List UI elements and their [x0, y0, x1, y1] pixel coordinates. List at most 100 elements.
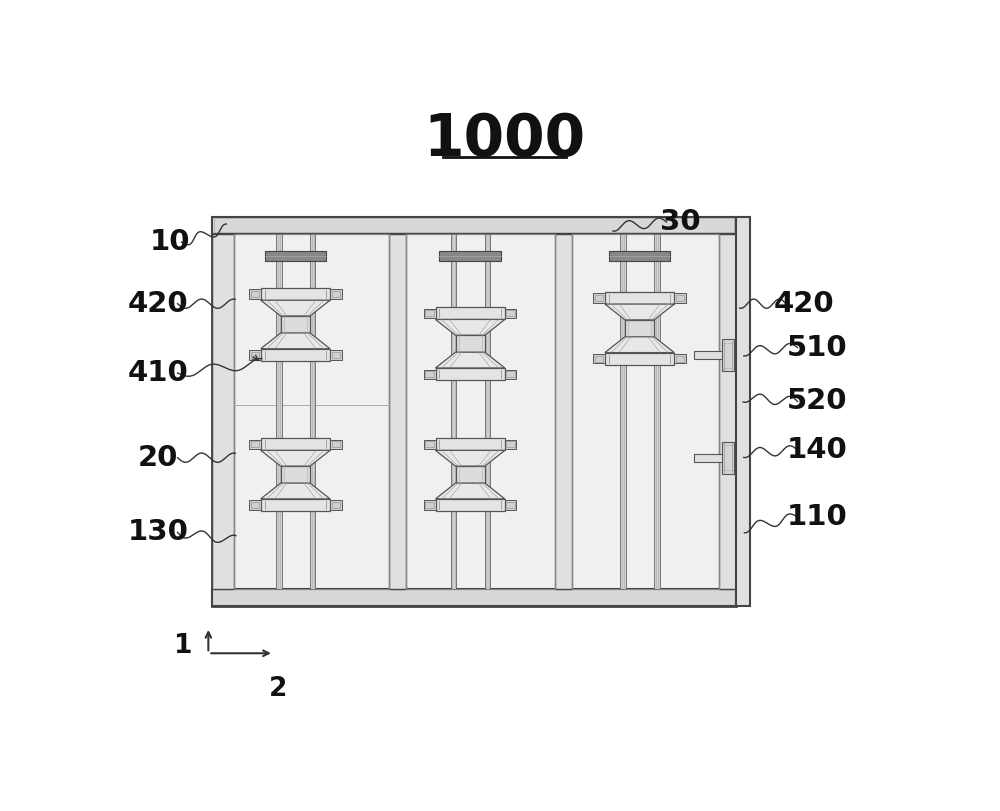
Bar [389, 234, 406, 589]
Bar [436, 368, 505, 380]
Bar [436, 438, 505, 450]
Bar [249, 500, 261, 509]
Bar [261, 438, 330, 450]
Bar [620, 234, 626, 589]
Bar [425, 502, 434, 508]
Bar [595, 295, 603, 301]
Text: 110: 110 [786, 503, 847, 531]
Bar [425, 311, 434, 316]
Polygon shape [436, 320, 505, 335]
Bar [694, 351, 734, 359]
Bar [332, 291, 340, 297]
Bar [212, 589, 736, 606]
Text: 520: 520 [786, 388, 847, 415]
Bar [676, 295, 684, 301]
Text: 1000: 1000 [424, 111, 586, 168]
Polygon shape [436, 450, 505, 466]
Polygon shape [261, 450, 330, 466]
Bar [330, 290, 342, 298]
Bar [261, 288, 330, 300]
Bar [485, 234, 490, 589]
Bar [605, 353, 674, 365]
Bar [736, 217, 750, 606]
Bar [251, 291, 259, 297]
Bar [719, 234, 736, 589]
Bar [425, 441, 434, 448]
Polygon shape [261, 483, 330, 499]
Bar [722, 441, 734, 474]
Bar [505, 440, 516, 448]
Bar [212, 234, 234, 589]
Bar [456, 466, 485, 483]
Bar [261, 349, 330, 361]
Bar [506, 441, 515, 448]
Bar [625, 320, 654, 337]
Bar [451, 234, 456, 589]
Bar [265, 251, 326, 261]
Bar [424, 500, 436, 509]
Bar [249, 440, 261, 448]
Bar [505, 370, 516, 379]
Text: 2: 2 [268, 676, 287, 702]
Bar [424, 440, 436, 448]
Bar [593, 354, 605, 363]
Bar [281, 316, 310, 333]
Bar [605, 292, 674, 304]
Bar [332, 502, 340, 508]
Bar [251, 352, 259, 358]
Bar [506, 311, 515, 316]
Bar [251, 441, 259, 448]
Bar [595, 356, 603, 362]
Polygon shape [436, 352, 505, 368]
Bar [249, 350, 261, 359]
Polygon shape [261, 333, 330, 349]
Bar [694, 454, 734, 461]
Bar [212, 217, 736, 606]
Bar [424, 370, 436, 379]
Bar [332, 352, 340, 358]
Bar [654, 234, 660, 589]
Bar [310, 234, 315, 589]
Bar [330, 350, 342, 359]
Bar [261, 499, 330, 511]
Text: 30: 30 [660, 208, 701, 236]
Bar [609, 251, 670, 261]
Text: 130: 130 [128, 518, 189, 547]
Text: 20: 20 [138, 444, 178, 472]
Bar [674, 354, 686, 363]
Bar [436, 307, 505, 320]
Text: 420: 420 [773, 290, 834, 318]
Bar [425, 371, 434, 377]
Bar [456, 335, 485, 352]
Bar [505, 309, 516, 318]
Text: 1: 1 [174, 633, 192, 659]
Bar [506, 371, 515, 377]
Bar [330, 440, 342, 448]
Bar [330, 500, 342, 509]
Bar [505, 500, 516, 509]
Bar [214, 218, 734, 232]
Polygon shape [436, 483, 505, 499]
Bar [276, 234, 282, 589]
Text: 510: 510 [786, 333, 847, 362]
Bar [212, 217, 736, 234]
Bar [555, 234, 572, 589]
Bar [676, 356, 684, 362]
Polygon shape [605, 337, 674, 353]
Bar [424, 309, 436, 318]
Bar [674, 294, 686, 303]
Bar [439, 251, 501, 261]
Bar [593, 294, 605, 303]
Bar [332, 441, 340, 448]
Bar [281, 466, 310, 483]
Bar [249, 290, 261, 298]
Bar [251, 502, 259, 508]
Polygon shape [261, 300, 330, 316]
Polygon shape [605, 304, 674, 320]
Text: 410: 410 [128, 359, 189, 387]
Bar [436, 499, 505, 511]
Text: 10: 10 [150, 228, 190, 256]
Text: 420: 420 [128, 290, 189, 318]
Text: 140: 140 [786, 436, 847, 464]
Bar [506, 502, 515, 508]
